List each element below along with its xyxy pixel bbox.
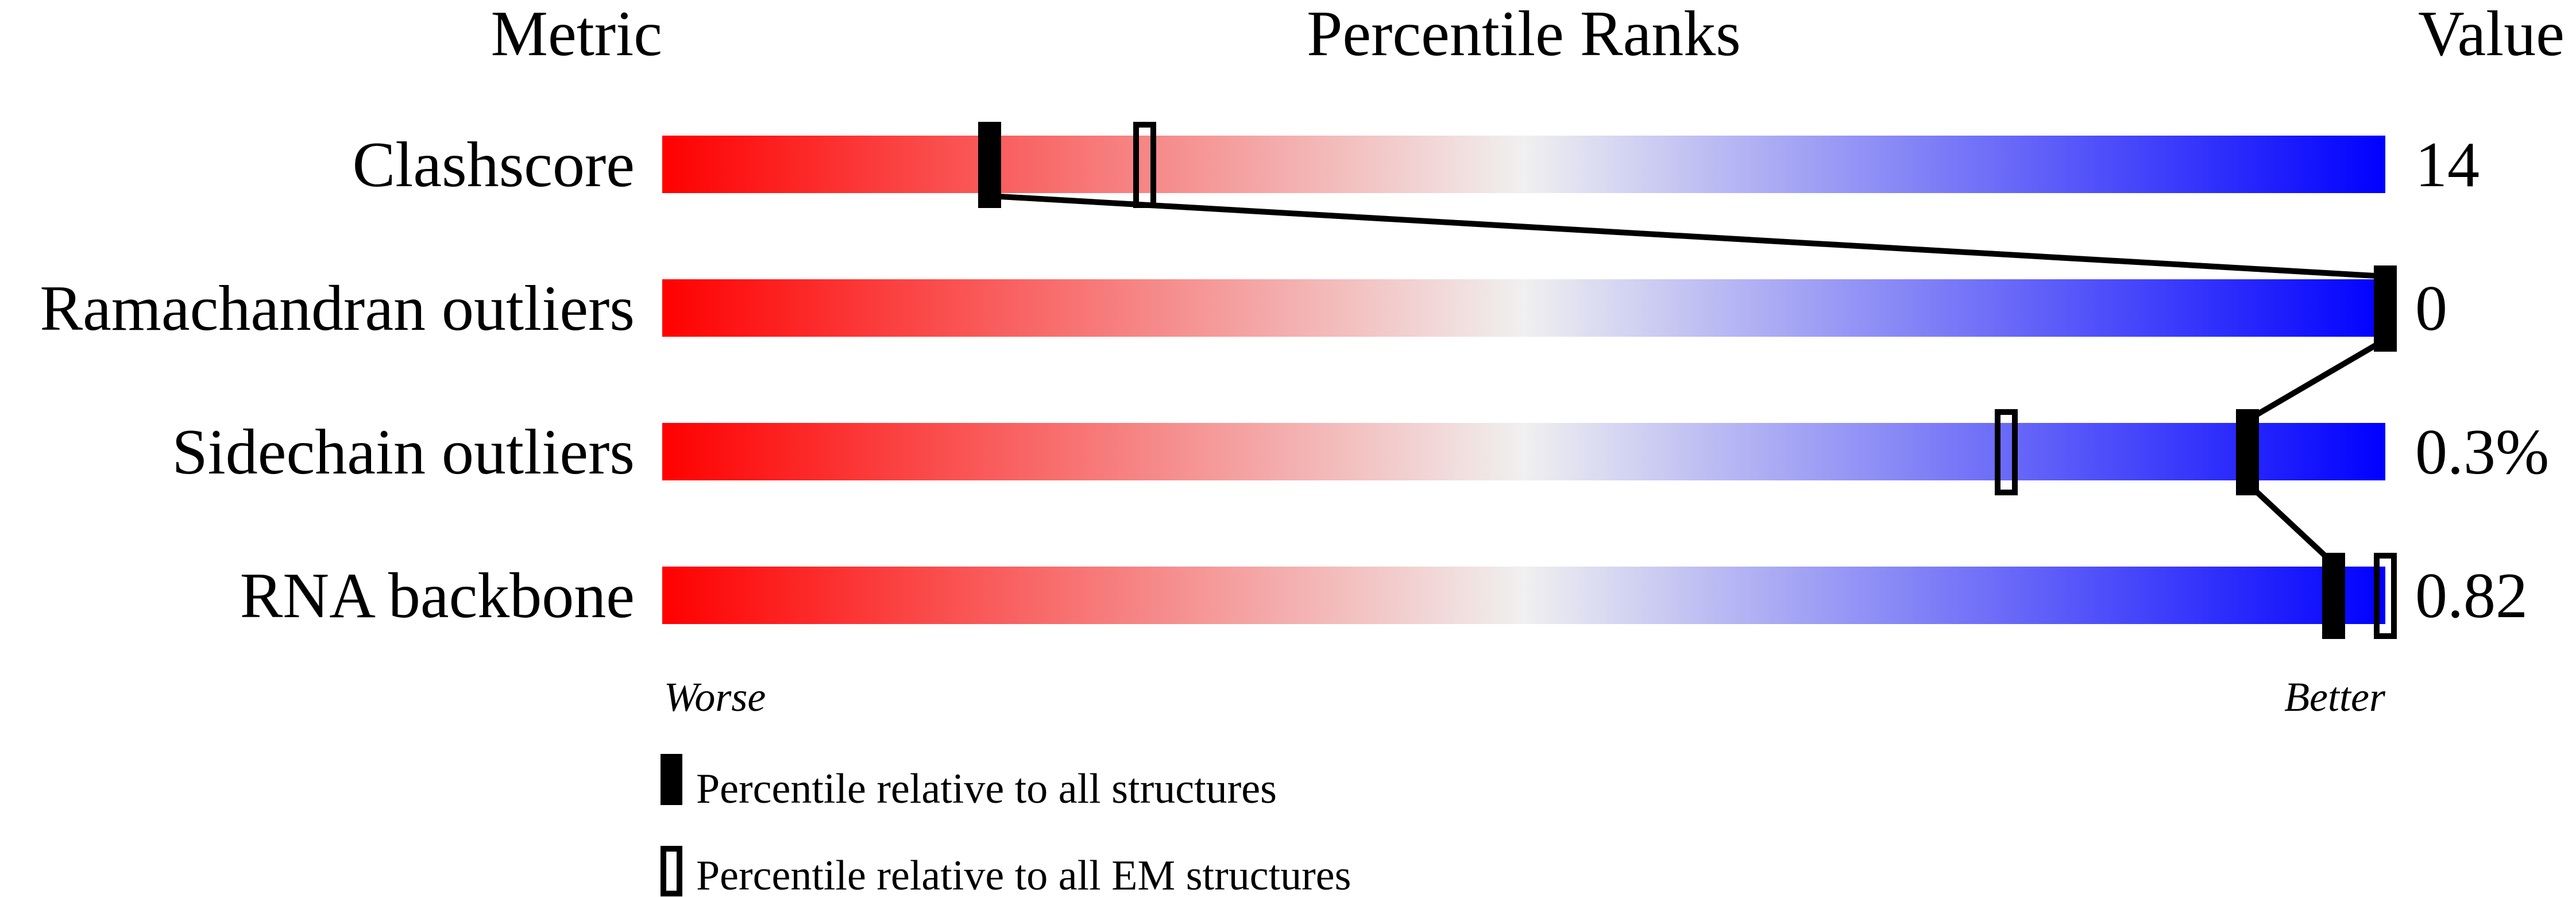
em-percentile-marker [2374,553,2397,639]
legend: Percentile relative to all structures Pe… [661,754,1351,897]
axis-label-better: Better [2284,674,2386,720]
connector-line [989,193,2386,279]
percentile-bar [662,136,2385,193]
header-value: Value [2418,0,2565,70]
metric-label: Clashscore [353,129,635,201]
all-percentile-marker [2374,265,2397,352]
metric-label: RNA backbone [240,560,635,632]
markers [978,122,2397,639]
metric-label: Ramachandran outliers [40,273,635,344]
metric-value: 0 [2415,273,2447,344]
percentile-bar [662,567,2385,624]
percentile-bar [662,423,2385,480]
legend-label-all: Percentile relative to all structures [696,765,1277,813]
all-percentile-marker [2236,409,2259,495]
all-percentile-marker [978,122,1001,208]
legend-filled-marker [661,754,682,805]
em-percentile-marker [1995,409,2018,495]
metric-row: Ramachandran outliers 0 [40,273,2447,344]
header-percentile-ranks: Percentile Ranks [1307,0,1741,70]
metric-value: 0.3% [2415,417,2549,488]
metric-row: Sidechain outliers 0.3% [172,417,2549,488]
metric-row: RNA backbone 0.82 [240,560,2528,632]
connector-lines [989,193,2387,566]
metric-value: 0.82 [2415,560,2528,632]
metric-label: Sidechain outliers [172,417,635,488]
legend-hollow-marker [661,846,682,896]
metric-row: Clashscore 14 [353,129,2480,201]
em-percentile-marker [1133,122,1156,208]
connector-line [2246,337,2387,423]
legend-label-em: Percentile relative to all EM structures [696,852,1351,897]
rows: Clashscore 14 Ramachandran outliers 0 Sidech… [40,129,2549,632]
header-metric: Metric [491,0,662,70]
axis-label-worse: Worse [664,674,766,720]
metric-value: 14 [2415,129,2480,201]
connector-line [2245,481,2336,566]
percentile-bar [662,279,2385,337]
all-percentile-marker [2322,553,2345,639]
